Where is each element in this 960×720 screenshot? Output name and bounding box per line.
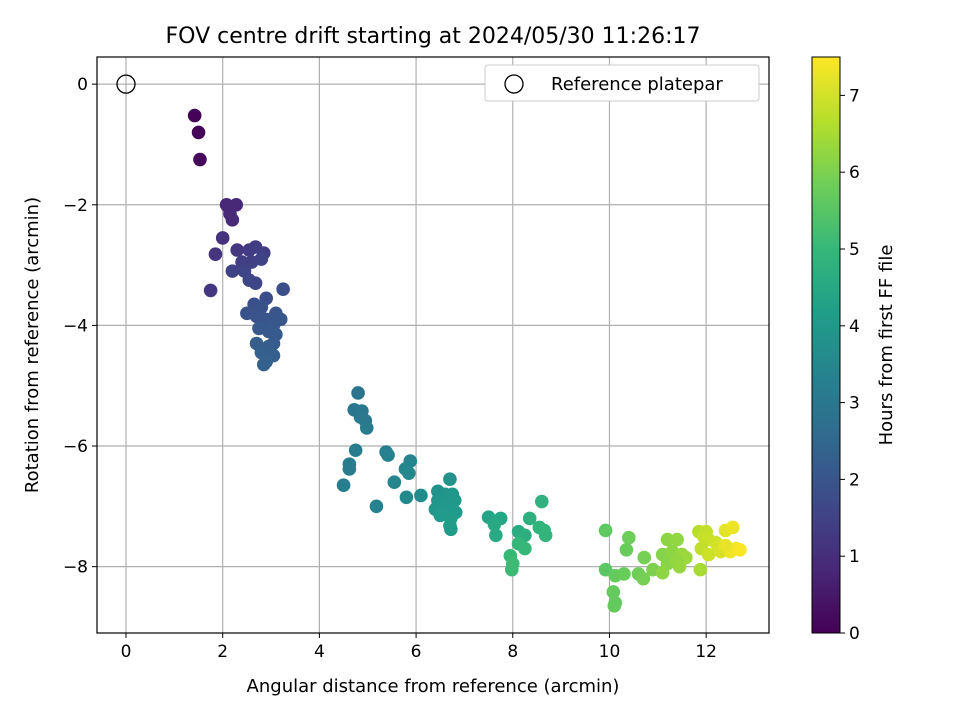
legend-marker-reference bbox=[504, 74, 524, 94]
colorbar-tick-label: 1 bbox=[849, 547, 860, 567]
data-point bbox=[725, 520, 740, 535]
y-tick-label: −8 bbox=[63, 558, 88, 578]
data-point bbox=[606, 585, 621, 599]
colorbar-tick-label: 2 bbox=[849, 470, 860, 490]
data-point bbox=[414, 488, 428, 503]
data-point bbox=[617, 567, 631, 581]
colorbar-gradient bbox=[811, 56, 841, 634]
data-point bbox=[203, 283, 218, 298]
data-point bbox=[191, 125, 206, 140]
legend-label-reference: Reference platepar bbox=[551, 74, 723, 95]
x-tick-label: 12 bbox=[695, 642, 717, 662]
data-point bbox=[489, 528, 503, 543]
data-point bbox=[693, 562, 708, 577]
colorbar-tick-label: 0 bbox=[849, 624, 860, 644]
colorbar-tick-label: 3 bbox=[849, 394, 860, 414]
y-tick-label: −2 bbox=[63, 196, 88, 216]
y-axis-ticks: 0 −2 −4 −6 −8 bbox=[63, 75, 97, 578]
data-point bbox=[718, 538, 733, 553]
x-axis-ticks: 0 2 4 6 8 10 12 bbox=[121, 633, 717, 662]
data-point bbox=[254, 252, 269, 266]
x-tick-label: 8 bbox=[507, 642, 518, 662]
data-point bbox=[505, 562, 519, 577]
data-point bbox=[248, 276, 263, 290]
y-tick-label: 0 bbox=[77, 75, 88, 95]
x-tick-label: 6 bbox=[411, 642, 422, 662]
data-point bbox=[444, 522, 458, 537]
x-tick-label: 4 bbox=[314, 642, 325, 662]
data-point bbox=[487, 517, 502, 532]
colorbar-tick-label: 7 bbox=[849, 86, 860, 106]
data-point bbox=[387, 475, 402, 490]
data-point bbox=[399, 490, 414, 505]
data-point bbox=[256, 357, 271, 372]
colorbar-label: Hours from first FF file bbox=[876, 245, 897, 446]
data-point bbox=[193, 152, 207, 167]
data-point bbox=[208, 247, 223, 262]
data-point bbox=[187, 108, 202, 123]
data-point bbox=[518, 541, 532, 556]
data-point bbox=[670, 532, 684, 547]
colorbar-tick-label: 6 bbox=[849, 163, 860, 183]
data-point bbox=[381, 448, 395, 462]
legend: Reference platepar bbox=[484, 64, 760, 102]
data-point bbox=[220, 199, 235, 213]
data-points bbox=[116, 74, 747, 613]
data-point bbox=[598, 523, 613, 538]
data-point bbox=[607, 599, 622, 613]
data-point bbox=[522, 511, 537, 526]
data-point bbox=[230, 243, 245, 257]
data-point bbox=[336, 478, 351, 493]
data-point bbox=[351, 386, 365, 400]
data-point bbox=[359, 421, 374, 435]
plot-frame bbox=[96, 56, 770, 634]
data-point bbox=[402, 466, 416, 480]
y-tick-label: −4 bbox=[63, 316, 88, 336]
data-point bbox=[342, 462, 357, 476]
colorbar-tick-label: 5 bbox=[849, 240, 860, 260]
data-point bbox=[348, 443, 363, 458]
legend-box bbox=[484, 64, 760, 102]
data-point bbox=[701, 547, 716, 562]
data-point bbox=[660, 532, 675, 547]
grid bbox=[97, 57, 769, 633]
data-point bbox=[619, 542, 634, 557]
y-tick-label: −6 bbox=[63, 437, 88, 457]
data-point bbox=[538, 528, 553, 543]
data-point bbox=[733, 542, 747, 557]
x-tick-label: 0 bbox=[121, 642, 132, 662]
data-point bbox=[225, 213, 240, 227]
data-point bbox=[215, 231, 230, 245]
data-point bbox=[672, 559, 687, 574]
data-point bbox=[225, 264, 240, 278]
x-tick-label: 2 bbox=[217, 642, 228, 662]
data-point bbox=[276, 282, 290, 297]
data-point bbox=[636, 571, 651, 586]
data-point bbox=[637, 550, 652, 565]
data-point bbox=[433, 508, 448, 523]
data-point bbox=[655, 565, 670, 580]
chart-title: FOV centre drift starting at 2024/05/30 … bbox=[166, 24, 701, 49]
reference-platepar-marker bbox=[116, 74, 136, 94]
data-point bbox=[369, 499, 384, 514]
colorbar-ticks: 0 1 2 3 4 5 6 7 bbox=[840, 86, 860, 644]
colorbar: 0 1 2 3 4 5 6 7 Hours from first FF file bbox=[811, 56, 897, 644]
data-point bbox=[621, 530, 636, 545]
y-axis-label: Rotation from reference (arcmin) bbox=[22, 197, 43, 493]
x-tick-label: 10 bbox=[599, 642, 621, 662]
colorbar-tick-label: 4 bbox=[849, 317, 860, 337]
x-axis-label: Angular distance from reference (arcmin) bbox=[247, 676, 620, 697]
data-point bbox=[534, 494, 549, 509]
data-point bbox=[443, 472, 457, 486]
